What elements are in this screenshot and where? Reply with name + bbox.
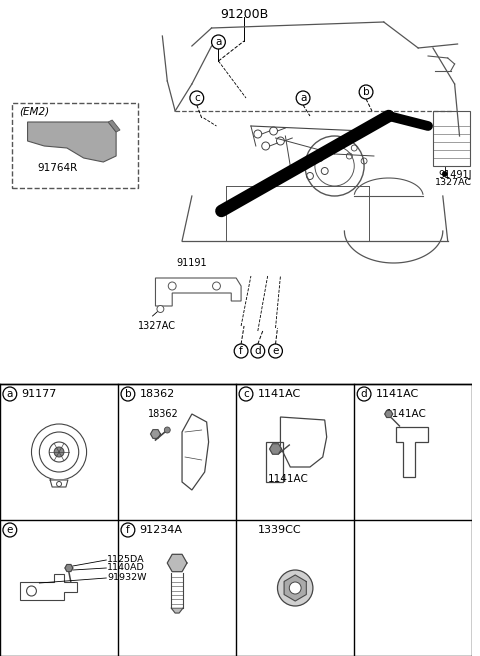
Text: d: d	[254, 346, 261, 356]
Bar	[433, 111, 470, 166]
Polygon shape	[65, 565, 73, 571]
Text: 1140AD: 1140AD	[107, 564, 145, 573]
Text: c: c	[243, 389, 249, 399]
Text: 1141AC: 1141AC	[258, 389, 301, 399]
Circle shape	[54, 447, 64, 457]
Text: d: d	[361, 389, 367, 399]
Circle shape	[289, 582, 301, 594]
Text: e: e	[272, 346, 279, 356]
Text: 1327AC: 1327AC	[435, 178, 472, 187]
Text: 1141AC: 1141AC	[268, 474, 309, 484]
Circle shape	[251, 344, 264, 358]
Text: 91191: 91191	[177, 258, 207, 268]
Circle shape	[190, 91, 204, 105]
Circle shape	[442, 171, 447, 176]
Text: c: c	[194, 93, 200, 103]
Circle shape	[239, 387, 253, 401]
Polygon shape	[270, 444, 281, 454]
Text: f: f	[239, 346, 243, 356]
Text: 91234A: 91234A	[140, 525, 183, 535]
Polygon shape	[27, 122, 116, 162]
Circle shape	[164, 427, 170, 433]
Text: 1141AC: 1141AC	[376, 389, 419, 399]
Text: 91764R: 91764R	[37, 163, 78, 173]
Text: 1141AC: 1141AC	[386, 409, 427, 419]
Polygon shape	[151, 430, 160, 438]
Circle shape	[357, 387, 371, 401]
Circle shape	[121, 523, 135, 537]
Polygon shape	[171, 573, 183, 608]
Text: f: f	[126, 525, 130, 535]
Polygon shape	[108, 120, 120, 132]
Circle shape	[121, 387, 135, 401]
Circle shape	[234, 344, 248, 358]
Text: 91491J: 91491J	[438, 170, 471, 180]
Polygon shape	[284, 575, 306, 601]
Text: b: b	[363, 87, 370, 97]
Text: a: a	[7, 389, 13, 399]
Circle shape	[3, 387, 17, 401]
Polygon shape	[171, 608, 183, 613]
Circle shape	[296, 91, 310, 105]
Text: (EM2): (EM2)	[20, 107, 50, 117]
Circle shape	[212, 35, 225, 49]
Text: a: a	[300, 93, 306, 103]
Text: a: a	[215, 37, 222, 47]
Text: 91177: 91177	[22, 389, 57, 399]
Text: e: e	[7, 525, 13, 535]
Text: 91200B: 91200B	[220, 8, 268, 21]
Circle shape	[157, 306, 164, 312]
Circle shape	[269, 344, 282, 358]
Polygon shape	[50, 480, 68, 487]
Text: 18362: 18362	[140, 389, 175, 399]
Text: 1327AC: 1327AC	[138, 321, 176, 331]
Circle shape	[3, 523, 17, 537]
Text: b: b	[125, 389, 131, 399]
Polygon shape	[168, 554, 187, 571]
Text: 91932W: 91932W	[107, 573, 147, 583]
Text: 18362: 18362	[148, 409, 179, 419]
Text: 1125DA: 1125DA	[107, 556, 145, 565]
Text: 1339CC: 1339CC	[258, 525, 301, 535]
Circle shape	[277, 570, 313, 606]
Circle shape	[359, 85, 373, 99]
Polygon shape	[385, 411, 393, 417]
